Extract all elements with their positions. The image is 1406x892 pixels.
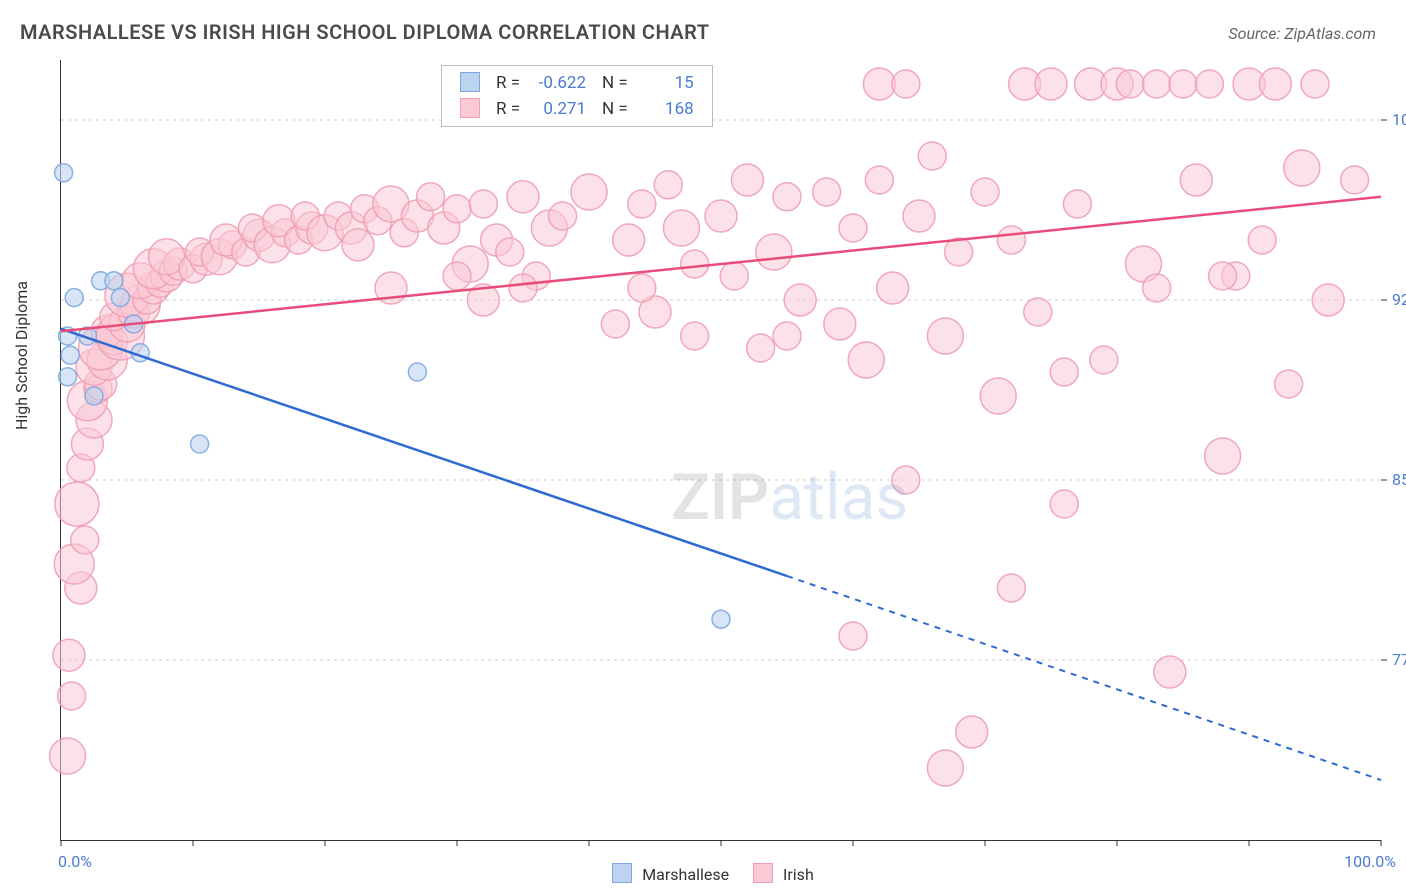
scatter-point-series1 (408, 363, 426, 381)
y-axis-label: High School Diploma (12, 281, 31, 430)
scatter-point-series2 (1284, 150, 1320, 186)
scatter-point-series2 (1301, 70, 1329, 98)
scatter-point-series2 (549, 202, 577, 230)
scatter-point-series2 (1259, 68, 1291, 100)
scatter-point-series2 (773, 322, 801, 350)
scatter-point-series2 (1143, 274, 1171, 302)
scatter-point-series1 (55, 164, 73, 182)
scatter-point-series2 (863, 68, 895, 100)
scatter-point-series2 (747, 334, 775, 362)
scatter-point-series2 (997, 574, 1025, 602)
scatter-point-series2 (1169, 70, 1197, 98)
scatter-point-series2 (839, 214, 867, 242)
scatter-point-series2 (980, 378, 1016, 414)
scatter-point-series2 (756, 234, 792, 270)
scatter-point-series2 (55, 482, 99, 526)
scatter-point-series2 (71, 526, 99, 554)
scatter-point-series2 (1248, 226, 1276, 254)
scatter-point-series2 (443, 262, 471, 290)
scatter-point-series2 (1195, 70, 1223, 98)
y-tick-label: 92.5% (1392, 290, 1406, 309)
scatter-point-series2 (784, 284, 816, 316)
scatter-point-series2 (1312, 284, 1344, 316)
scatter-point-series2 (628, 190, 656, 218)
scatter-point-series2 (927, 318, 963, 354)
scatter-point-series2 (613, 224, 645, 256)
scatter-point-series2 (927, 750, 963, 786)
scatter-point-series2 (628, 274, 656, 302)
scatter-point-series2 (720, 262, 748, 290)
scatter-point-series2 (469, 190, 497, 218)
scatter-point-series2 (443, 195, 471, 223)
scatter-point-series2 (813, 178, 841, 206)
trend-line-series1-extrapolated (787, 576, 1381, 780)
scatter-point-series2 (1050, 358, 1078, 386)
scatter-point-series2 (53, 639, 85, 671)
scatter-point-series2 (1209, 262, 1237, 290)
scatter-point-series2 (731, 164, 763, 196)
chart-title: MARSHALLESE VS IRISH HIGH SCHOOL DIPLOMA… (20, 20, 710, 44)
scatter-point-series2 (773, 183, 801, 211)
scatter-point-series1 (105, 272, 123, 290)
legend-swatch-series2 (753, 863, 773, 883)
scatter-point-series2 (705, 200, 737, 232)
scatter-point-series2 (509, 274, 537, 302)
scatter-point-series2 (1050, 490, 1078, 518)
scatter-point-series1 (59, 368, 77, 386)
y-tick-label: 77.5% (1392, 650, 1406, 669)
scatter-point-series1 (85, 387, 103, 405)
stats-legend-box: R = -0.622 N = 15 R = 0.271 N = 168 (441, 65, 713, 127)
scatter-point-series2 (997, 226, 1025, 254)
scatter-point-series2 (571, 174, 607, 210)
scatter-point-series2 (342, 229, 374, 261)
scatter-point-series2 (1116, 70, 1144, 98)
scatter-point-series2 (1063, 190, 1091, 218)
scatter-point-series2 (892, 70, 920, 98)
scatter-point-series2 (496, 238, 524, 266)
scatter-point-series2 (1090, 346, 1118, 374)
scatter-point-series2 (892, 466, 920, 494)
scatter-point-series2 (1205, 438, 1241, 474)
scatter-point-series2 (1024, 298, 1052, 326)
chart-source: Source: ZipAtlas.com (1228, 24, 1376, 43)
scatter-point-series2 (507, 181, 539, 213)
scatter-point-series2 (1154, 656, 1186, 688)
y-tick-label: 100.0% (1392, 110, 1406, 129)
scatter-point-series2 (877, 272, 909, 304)
scatter-point-series1 (712, 610, 730, 628)
scatter-point-series2 (918, 142, 946, 170)
scatter-point-series2 (663, 210, 699, 246)
scatter-point-series2 (945, 238, 973, 266)
scatter-point-series2 (601, 310, 629, 338)
bottom-legend: Marshallese Irish (0, 863, 1406, 884)
legend-label-series2: Irish (783, 865, 814, 884)
scatter-point-series2 (1035, 68, 1067, 100)
scatter-point-series2 (50, 738, 86, 774)
scatter-point-series2 (848, 342, 884, 378)
scatter-point-series1 (65, 289, 83, 307)
scatter-point-series2 (58, 682, 86, 710)
legend-label-series1: Marshallese (642, 865, 729, 884)
scatter-point-series2 (1180, 164, 1212, 196)
scatter-point-series2 (681, 322, 709, 350)
scatter-point-series2 (654, 171, 682, 199)
plot-area: ZIPatlas R = -0.622 N = 15 R = 0.271 N =… (60, 60, 1381, 841)
scatter-point-series2 (903, 200, 935, 232)
legend-swatch-series1 (612, 863, 632, 883)
scatter-point-series2 (417, 183, 445, 211)
scatter-point-series2 (956, 716, 988, 748)
scatter-point-series2 (824, 308, 856, 340)
scatter-point-series2 (681, 250, 709, 278)
scatter-point-series2 (865, 166, 893, 194)
scatter-point-series2 (1275, 370, 1303, 398)
scatter-point-series1 (111, 289, 129, 307)
scatter-point-series1 (61, 346, 79, 364)
scatter-point-series2 (1341, 166, 1369, 194)
scatter-point-series2 (971, 178, 999, 206)
scatter-point-series1 (191, 435, 209, 453)
scatter-point-series2 (1143, 70, 1171, 98)
y-tick-label: 85.0% (1392, 470, 1406, 489)
scatter-point-series2 (839, 622, 867, 650)
